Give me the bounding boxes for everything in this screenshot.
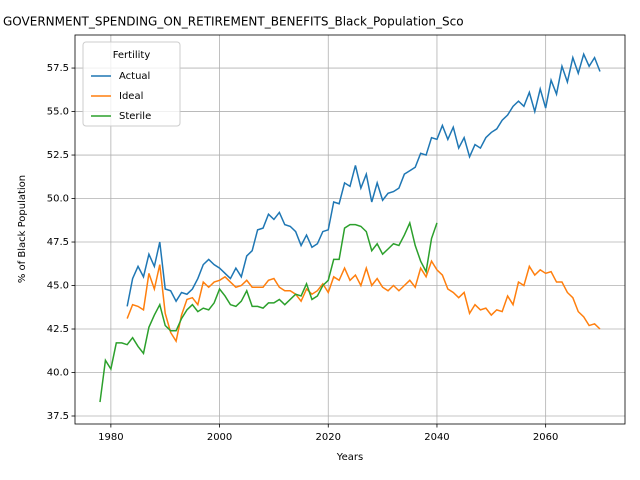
x-tick-label: 2020 bbox=[316, 432, 341, 443]
y-tick-label: 37.5 bbox=[47, 411, 69, 422]
y-tick-label: 50.0 bbox=[47, 194, 69, 205]
legend-title: Fertility bbox=[113, 50, 151, 61]
x-tick-label: 2000 bbox=[207, 432, 232, 443]
y-tick-label: 52.5 bbox=[47, 150, 69, 161]
chart-title: GOVERNMENT_SPENDING_ON_RETIREMENT_BENEFI… bbox=[3, 15, 464, 29]
legend-label: Sterile bbox=[119, 111, 151, 122]
legend-label: Ideal bbox=[119, 91, 143, 102]
data-line bbox=[99, 220, 438, 403]
legend: Fertility Actual Ideal Sterile bbox=[82, 41, 181, 127]
y-tick-label: 45.0 bbox=[47, 281, 69, 292]
x-axis-label: Years bbox=[336, 452, 363, 463]
legend-box bbox=[82, 41, 181, 127]
legend-label: Actual bbox=[119, 71, 150, 82]
y-axis-label: % of Black Population bbox=[17, 175, 28, 283]
x-tick-label: 2040 bbox=[424, 432, 449, 443]
x-tick-label: 2060 bbox=[533, 432, 558, 443]
plot-frame bbox=[74, 34, 626, 425]
y-tick-label: 40.0 bbox=[47, 368, 69, 379]
data-line bbox=[126, 259, 601, 344]
data-line bbox=[126, 51, 601, 307]
y-tick-label: 42.5 bbox=[47, 324, 69, 335]
y-tick-label: 55.0 bbox=[47, 107, 69, 118]
y-tick-label: 57.5 bbox=[47, 63, 69, 74]
y-tick-label: 47.5 bbox=[47, 237, 69, 248]
x-tick-label: 1980 bbox=[98, 432, 123, 443]
